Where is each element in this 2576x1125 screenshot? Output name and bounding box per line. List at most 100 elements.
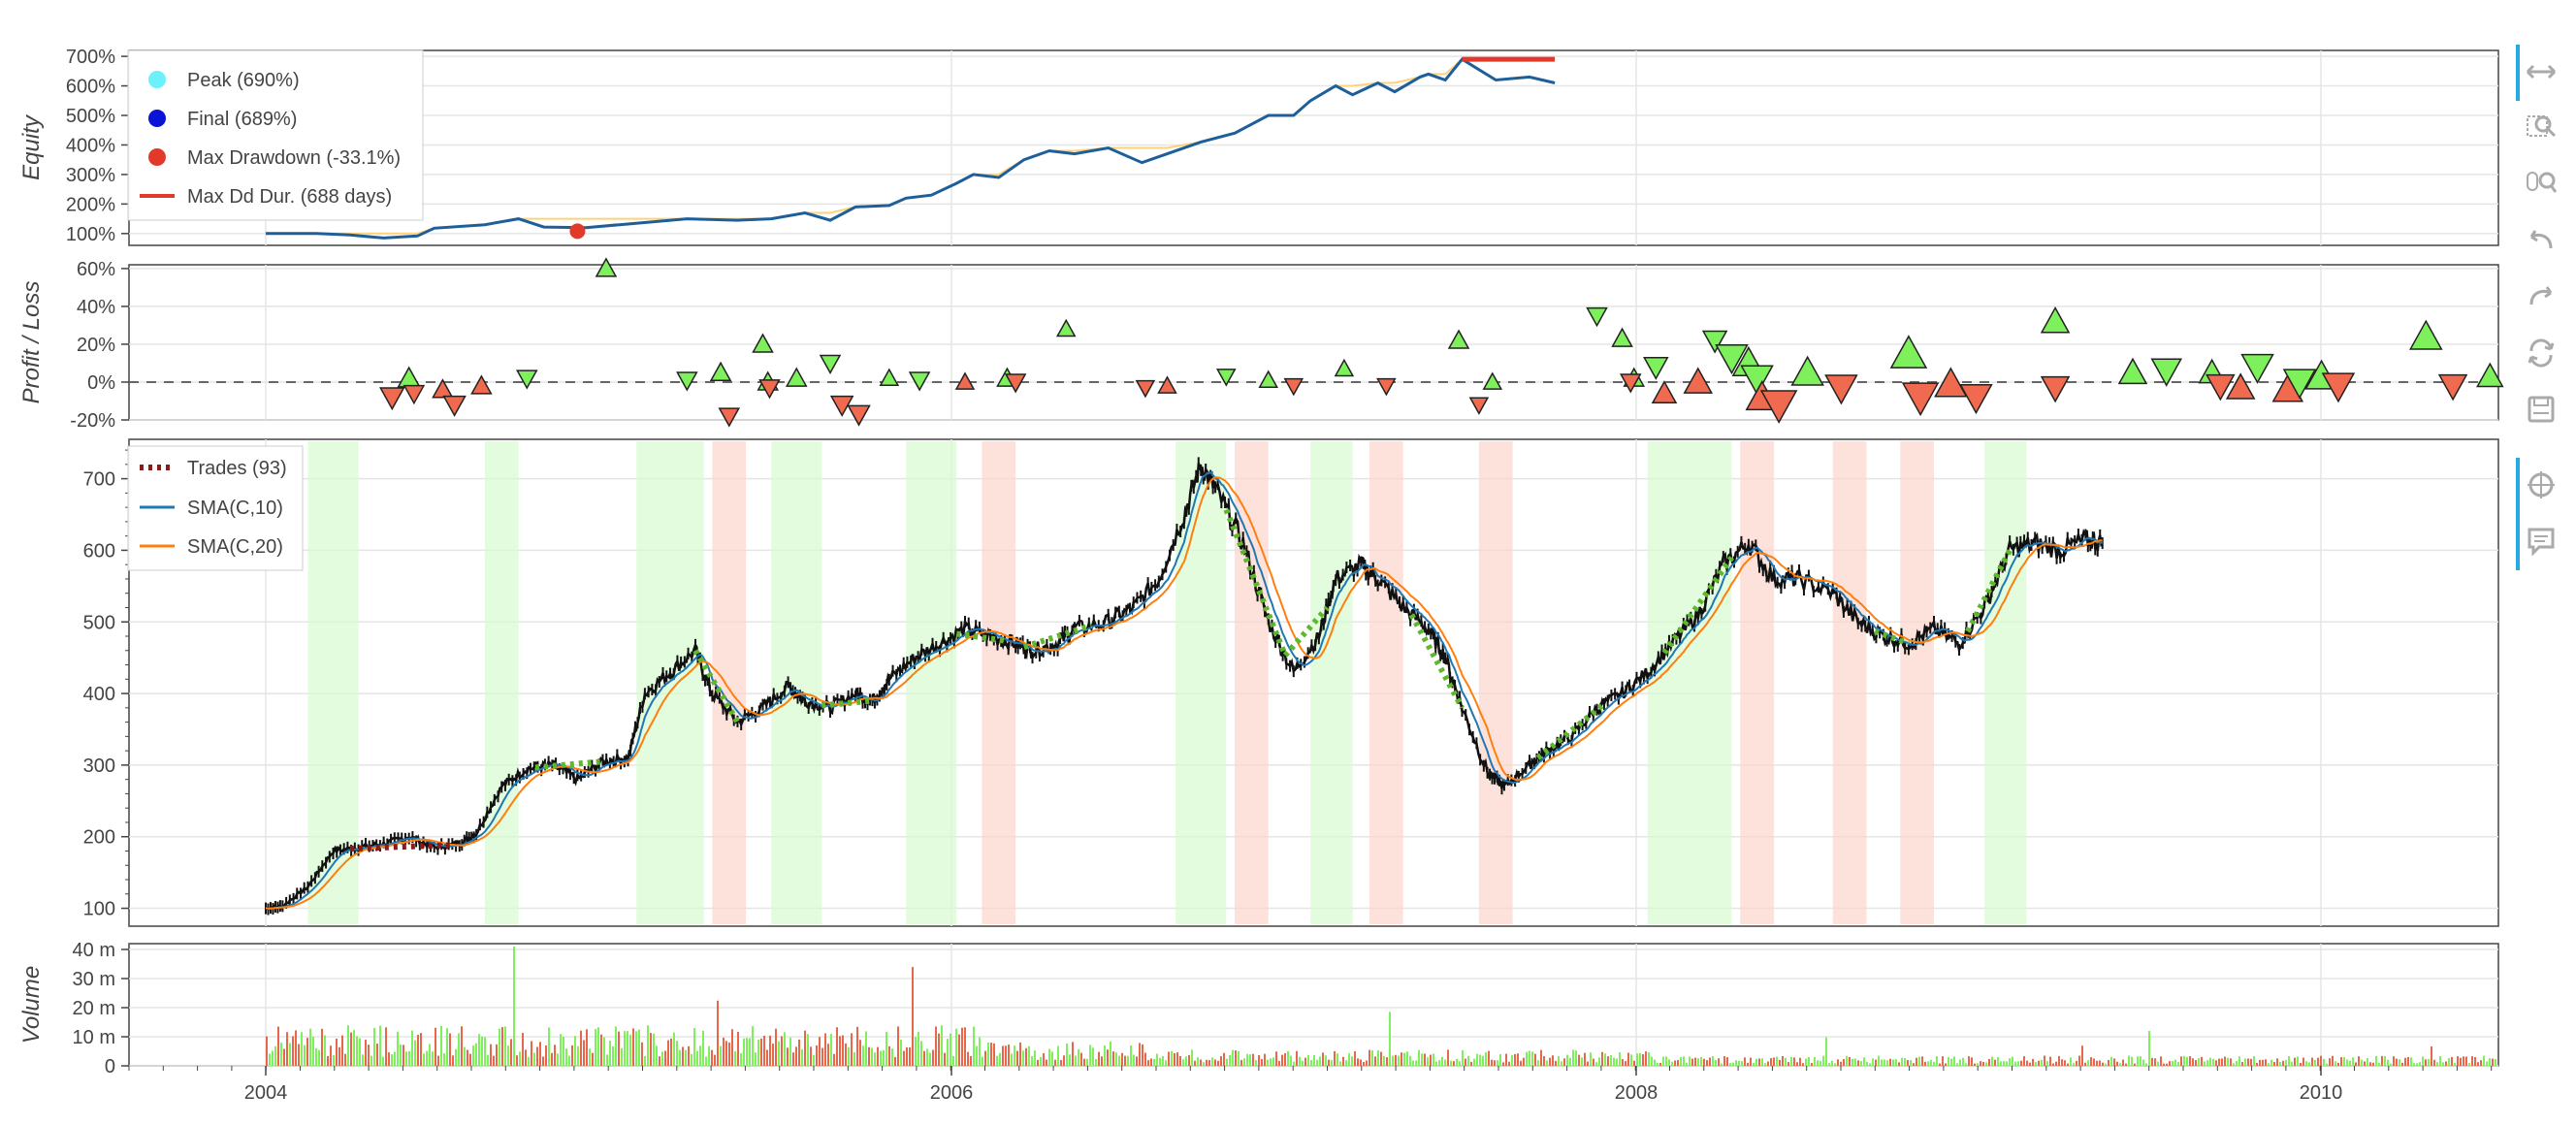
volume-bar xyxy=(952,1055,954,1066)
wheel-zoom-icon[interactable] xyxy=(2522,165,2560,204)
box-zoom-icon[interactable] xyxy=(2522,109,2560,147)
volume-bar xyxy=(827,1044,829,1066)
volume-bar xyxy=(1537,1060,1539,1066)
volume-bar xyxy=(1078,1048,1079,1066)
volume-bar xyxy=(2041,1059,2043,1066)
crosshair-icon[interactable] xyxy=(2522,466,2560,504)
volume-bar xyxy=(1718,1058,1720,1066)
pan-icon[interactable] xyxy=(2522,52,2560,91)
volume-bar xyxy=(1697,1058,1699,1066)
volume-bar xyxy=(996,1055,998,1066)
volume-bar xyxy=(1258,1055,1260,1066)
volume-bar xyxy=(1415,1060,1417,1066)
save-icon[interactable] xyxy=(2522,390,2560,429)
volume-bar xyxy=(1421,1053,1423,1066)
volume-bar xyxy=(1566,1054,1568,1066)
redo-icon[interactable] xyxy=(2522,277,2560,316)
volume-bar xyxy=(1953,1056,1955,1066)
volume-bar xyxy=(2119,1063,2121,1066)
volume-bar xyxy=(781,1036,783,1066)
volume-bar xyxy=(1878,1055,1880,1066)
volume-bar xyxy=(1761,1058,1763,1066)
volume-bar xyxy=(2250,1058,2252,1066)
volume-bar xyxy=(1293,1061,1295,1066)
volume-bar xyxy=(2477,1062,2479,1066)
volume-bar xyxy=(2282,1060,2284,1066)
volume-bar xyxy=(580,1030,582,1066)
volume-bar xyxy=(2221,1058,2223,1066)
volume-bar xyxy=(2399,1059,2400,1066)
volume-bar xyxy=(531,1041,532,1066)
volume-bar xyxy=(2131,1056,2133,1066)
trade-marker xyxy=(2150,358,2183,387)
volume-bar xyxy=(1942,1056,1944,1066)
volume-bar xyxy=(1552,1055,1554,1066)
volume-bar xyxy=(2093,1058,2095,1066)
volume-bar xyxy=(1368,1049,1370,1066)
volume-bar xyxy=(1709,1057,1711,1066)
y-tick-label: 30 m xyxy=(73,969,115,990)
volume-bar xyxy=(1639,1052,1641,1066)
trade-marker xyxy=(2321,372,2356,403)
volume-bar xyxy=(2032,1058,2034,1066)
volume-bar xyxy=(452,1055,454,1066)
volume-bar xyxy=(1366,1060,1368,1066)
volume-bar xyxy=(804,1030,806,1066)
volume-bar xyxy=(2236,1061,2238,1066)
volume-bar xyxy=(408,1050,410,1066)
hover-icon[interactable] xyxy=(2522,522,2560,561)
volume-bar xyxy=(1162,1055,1164,1066)
volume-bar xyxy=(755,1052,757,1066)
trade-marker xyxy=(718,407,741,428)
trade-marker xyxy=(1586,306,1608,328)
volume-bar xyxy=(845,1043,847,1066)
volume-bar xyxy=(766,1049,768,1066)
volume-bar xyxy=(1022,1050,1024,1066)
volume-bar xyxy=(731,1029,733,1066)
volume-bar xyxy=(1814,1057,1816,1066)
volume-bar xyxy=(2486,1061,2488,1066)
volume-bar xyxy=(1016,1050,1018,1066)
volume-bar xyxy=(1584,1052,1586,1066)
volume-bar xyxy=(1063,1055,1065,1066)
volume-bar xyxy=(481,1036,483,1066)
trade-shade xyxy=(982,441,1016,924)
volume-bar xyxy=(1854,1058,1856,1066)
trade-marker xyxy=(1157,375,1177,394)
volume-bar xyxy=(987,1042,989,1066)
volume-bar xyxy=(740,1053,742,1066)
y-tick-label: 700 xyxy=(83,469,115,491)
volume-bar xyxy=(1080,1052,1082,1066)
reset-icon[interactable] xyxy=(2522,334,2560,372)
volume-bar xyxy=(1613,1057,1615,1066)
volume-bar xyxy=(2195,1060,2197,1066)
volume-bar xyxy=(1691,1058,1693,1066)
volume-bar xyxy=(2227,1057,2229,1066)
volume-bar xyxy=(1261,1059,1263,1066)
x-tick-label: 2006 xyxy=(930,1082,974,1104)
volume-bar xyxy=(1625,1061,1626,1066)
volume-bar xyxy=(1229,1055,1231,1066)
volume-bar xyxy=(1185,1056,1187,1066)
volume-bar xyxy=(632,1028,634,1066)
volume-bar xyxy=(557,1053,559,1066)
trade-marker xyxy=(1715,344,1749,375)
volume-bar xyxy=(775,1028,777,1066)
volume-bar xyxy=(1563,1058,1565,1066)
trade-marker xyxy=(1959,384,1993,415)
trade-marker xyxy=(908,371,931,392)
volume-bar xyxy=(1930,1059,1932,1066)
undo-icon[interactable] xyxy=(2522,221,2560,260)
volume-bar xyxy=(1281,1054,1283,1066)
volume-bar xyxy=(437,1055,439,1066)
volume-bar xyxy=(778,1041,780,1066)
volume-bar xyxy=(571,1045,573,1066)
volume-bar xyxy=(388,1052,390,1066)
volume-bar xyxy=(1502,1062,1504,1066)
volume-bar xyxy=(673,1032,675,1066)
volume-bar xyxy=(2084,1062,2086,1066)
volume-bar xyxy=(1790,1056,1792,1066)
volume-bar xyxy=(2070,1057,2072,1066)
volume-bar xyxy=(283,1048,285,1066)
y-tick-label: 0 xyxy=(105,1056,115,1077)
